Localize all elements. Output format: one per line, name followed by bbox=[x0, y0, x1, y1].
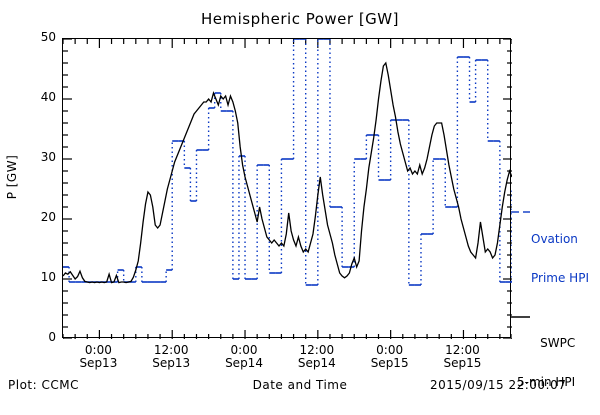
x-tick-date: Sep14 bbox=[225, 356, 263, 370]
x-axis-label: Date and Time bbox=[252, 378, 348, 392]
series-ovation-prime-hpi bbox=[63, 39, 512, 286]
axis-ticks bbox=[63, 39, 512, 339]
y-tick-label: 50 bbox=[40, 30, 56, 44]
y-tick-label: 10 bbox=[40, 270, 56, 284]
y-tick-label: 0 bbox=[48, 330, 56, 344]
x-tick-label: 0:00 Sep13 bbox=[58, 344, 138, 370]
legend-swpc-line2: 5-min HPI bbox=[517, 375, 576, 389]
chart-title: Hemispheric Power [GW] bbox=[201, 10, 399, 28]
legend-ovation-line1: Ovation bbox=[531, 232, 578, 246]
x-tick-label: 0:00 Sep14 bbox=[204, 344, 284, 370]
plot-credit: Plot: CCMC bbox=[8, 378, 79, 392]
series-swpc-5min-hpi bbox=[63, 61, 512, 284]
x-tick-date: Sep15 bbox=[370, 356, 409, 370]
y-tick-label: 30 bbox=[40, 150, 56, 164]
x-tick-label: 12:00 Sep14 bbox=[277, 344, 357, 370]
legend-ovation-prime-hpi[interactable]: Ovation Prime HPI bbox=[531, 207, 589, 311]
x-tick-label: 12:00 Sep15 bbox=[422, 344, 502, 370]
legend-swpc-5min-hpi[interactable]: SWPC 5-min HPI bbox=[517, 311, 576, 415]
plot-svg bbox=[63, 39, 512, 339]
x-tick-time: 0:00 bbox=[376, 343, 404, 357]
x-tick-date: Sep14 bbox=[297, 356, 336, 370]
y-tick-label: 20 bbox=[40, 210, 56, 224]
x-tick-time: 12:00 bbox=[153, 343, 189, 357]
x-tick-date: Sep13 bbox=[79, 356, 118, 370]
legend-ovation-line2: Prime HPI bbox=[531, 271, 589, 285]
x-tick-time: 0:00 bbox=[84, 343, 112, 357]
x-tick-date: Sep13 bbox=[152, 356, 191, 370]
legend-swpc-line1: SWPC bbox=[540, 336, 576, 350]
x-tick-time: 12:00 bbox=[299, 343, 335, 357]
x-tick-date: Sep15 bbox=[443, 356, 482, 370]
y-tick-label: 40 bbox=[40, 90, 56, 104]
x-tick-label: 0:00 Sep15 bbox=[350, 344, 430, 370]
legend-line-samples bbox=[511, 211, 530, 318]
timestamp: 2015/09/15 22:00:07 bbox=[430, 378, 567, 392]
x-tick-time: 12:00 bbox=[445, 343, 480, 357]
x-tick-label: 12:00 Sep13 bbox=[131, 344, 211, 370]
x-tick-time: 0:00 bbox=[230, 343, 258, 357]
plot-area bbox=[62, 38, 512, 339]
chart-page: Hemispheric Power [GW] P [GW] 0 10 20 30 40 5… bbox=[5, 10, 589, 392]
